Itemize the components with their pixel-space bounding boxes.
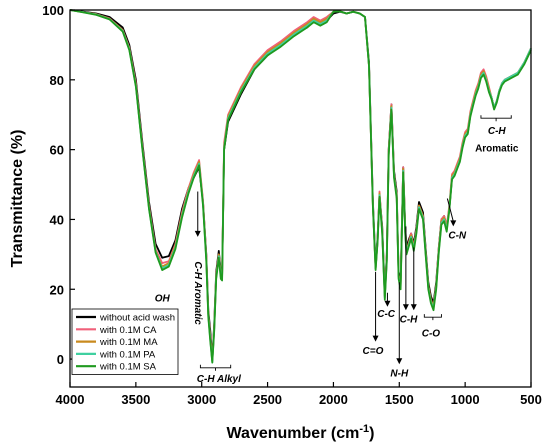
annotation-text: C-O [422,328,441,339]
x-tick-label: 1000 [451,392,480,407]
annotation-text: C-H [192,261,203,280]
annotation-label: C-C [377,309,396,320]
c-h-alkyl-bracket [199,364,232,371]
c-n-arrow [446,198,457,227]
annotation-label: N-H [390,369,409,380]
annotation-label: C-H [400,314,419,325]
annotation-text: C=O [363,346,384,357]
annotation-label: C-O [422,328,441,339]
annotation-text: OH [155,293,171,304]
annotation-text: N-H [390,369,409,380]
annotation-label: C-N [448,231,467,242]
annotation-suffix: Aromatic [192,279,203,325]
legend-label: with 0.1M SA [99,362,157,373]
y-tick-label: 20 [50,282,64,297]
annotation-label: C-H Aromatic [192,261,203,325]
x-axis-title: Wavenumber (cm-1) [227,423,375,442]
plot-frame [69,9,532,388]
annotation-text: C-C [377,309,396,320]
c-h-aromatic-bracket [480,115,512,122]
annotation-label: C-H [488,126,507,137]
x-tick-label: 3000 [187,392,216,407]
x-tick-label: 3500 [121,392,150,407]
c-h-arrow-1 [402,226,409,311]
x-tick-label: 1500 [385,392,414,407]
series-line-with-0-1m-ma [69,9,532,362]
legend-label: with 0.1M PA [99,349,156,360]
y-tick-label: 0 [57,352,64,367]
annotation-text: C-H [197,374,216,385]
c-h-arrow-2 [410,247,417,311]
x-axis-title-close: ) [369,425,374,442]
annotation-suffix: Alkyl [215,374,242,385]
annotation-text: C-H [488,126,507,137]
c-h-aromatic-arrow [194,191,201,237]
c-c-arrow [384,292,391,307]
x-tick-label: 2500 [253,392,282,407]
x-tick-label: 2000 [319,392,348,407]
legend-label: with 0.1M CA [99,325,157,336]
c-o-bracket [423,314,442,321]
y-tick-label: 100 [42,3,64,18]
series-line-without-acid-wash [69,9,532,360]
y-axis-title: Transmittance (%) [9,130,26,268]
annotation-label: C-H Alkyl [197,374,241,385]
series-layer [69,9,532,364]
x-tick-label: 500 [520,392,542,407]
y-tick-label: 60 [50,143,64,158]
annotation-label: OH [155,293,171,304]
x-axis-title-text: Wavenumber (cm [227,425,360,442]
series-line-with-0-1m-ca [69,9,532,362]
tick-layer: 4000 3500 3000 2500 2000 1500 1000 500 0 20 40 60 80… [42,3,542,407]
annotation-label: Aromatic [475,143,519,154]
annotation-label: C=O [363,346,384,357]
legend-label: with 0.1M MA [99,337,158,348]
x-tick-label: 4000 [56,392,85,407]
c-o-double-arrow [372,271,379,342]
legend-label: without acid wash [99,313,175,324]
y-tick-label: 40 [50,212,64,227]
y-tick-label: 80 [50,73,64,88]
series-line-with-0-1m-sa [69,9,532,364]
n-h-arrow [396,282,403,365]
x-axis-title-superscript: -1 [359,423,369,435]
annotation-text: C-H [400,314,419,325]
annotation-text: Aromatic [475,143,519,154]
annotation-text: C-N [448,231,467,242]
